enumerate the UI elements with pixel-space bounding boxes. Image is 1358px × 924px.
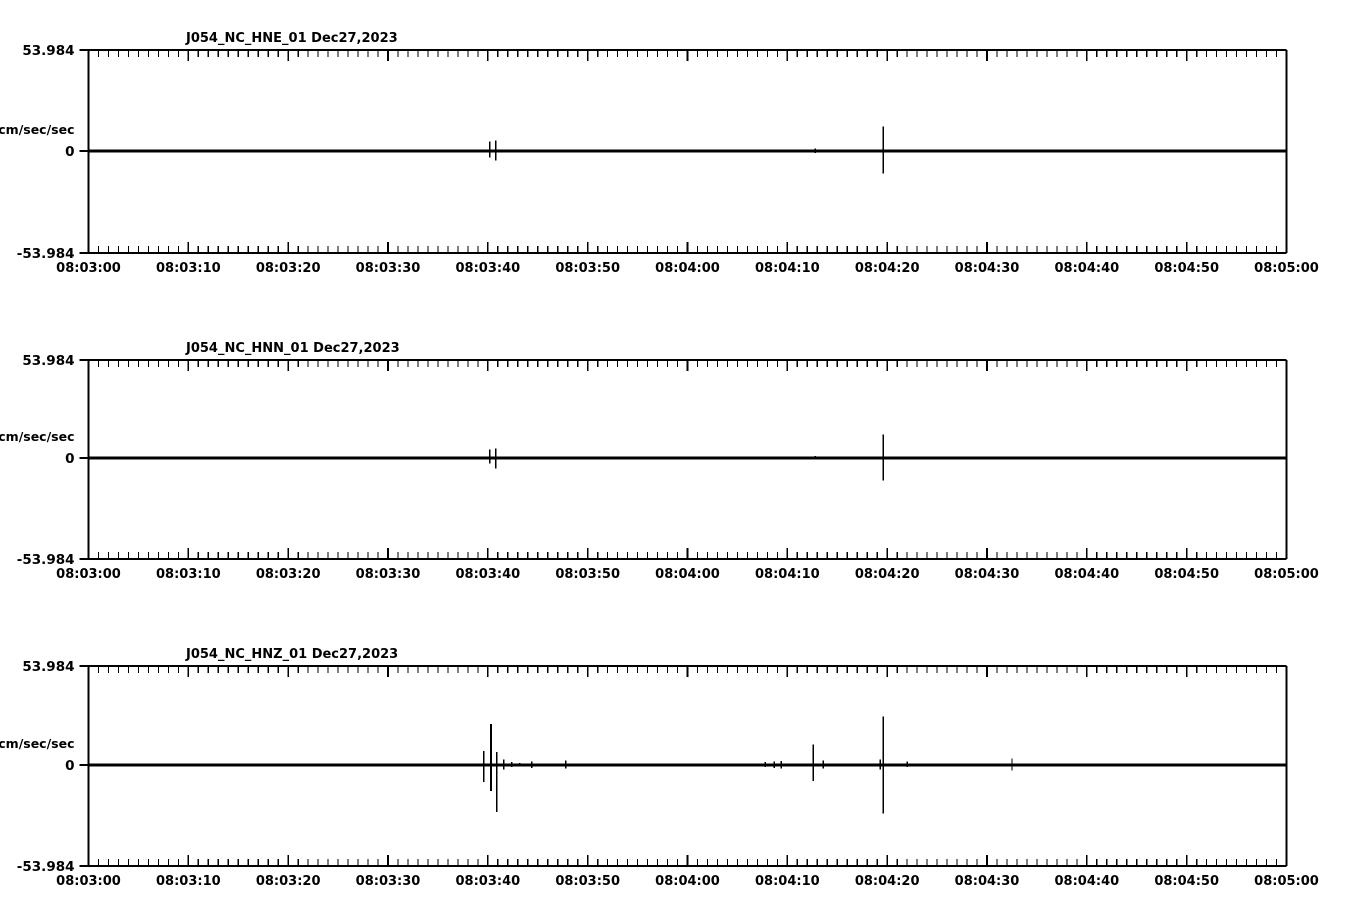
x-axis-tick-label: 08:03:20: [256, 261, 321, 276]
y-axis-ticks: [79, 49, 89, 254]
y-axis-max-label-hne: 53.984: [22, 43, 74, 59]
y-axis-zero-label-hne: 0: [65, 144, 74, 160]
x-axis-tick-label: 08:04:10: [755, 874, 820, 889]
x-axis-tick-label: 08:03:30: [356, 874, 421, 889]
x-axis-tick-label: 08:04:40: [1054, 567, 1119, 582]
x-axis-tick-label: 08:03:50: [555, 261, 620, 276]
x-axis-tick-label: 08:03:50: [555, 874, 620, 889]
y-axis-ticks: [79, 665, 89, 867]
x-axis-tick-label: 08:04:00: [655, 874, 720, 889]
y-axis-zero-label-hnz: 0: [65, 758, 74, 774]
x-axis-tick-label: 08:04:10: [755, 261, 820, 276]
x-axis-tick-label: 08:04:40: [1054, 874, 1119, 889]
x-axis-tick-label: 08:03:00: [56, 567, 121, 582]
x-axis-tick-label: 08:03:30: [356, 261, 421, 276]
waveform-hnz: [88, 716, 1287, 814]
plot-frame: [87, 359, 1288, 560]
x-axis-tick-label: 08:04:20: [855, 567, 920, 582]
trace-panel-hnz: J054_NC_HNZ_01 Dec27,2023 53.984 0 -53.984 c…: [0, 642, 1358, 891]
x-axis-tick-label: 08:03:20: [256, 567, 321, 582]
y-axis-zero-label-hnn: 0: [65, 451, 74, 467]
x-axis-tick-label: 08:04:50: [1154, 874, 1219, 889]
x-axis-tick-label: 08:03:50: [555, 567, 620, 582]
x-axis-minor-ticks: [97, 50, 1278, 253]
x-axis-tick-label: 08:04:30: [955, 261, 1020, 276]
x-axis-tick-label: 08:04:20: [855, 874, 920, 889]
trace-plot-hnn: J054_NC_HNN_01 Dec27,2023 53.984 0 -53.984 c…: [0, 341, 1319, 582]
x-axis-tick-label: 08:03:20: [256, 874, 321, 889]
x-axis-tick-label: 08:04:50: [1154, 261, 1219, 276]
x-axis-tick-label: 08:04:40: [1054, 261, 1119, 276]
waveform-hnn: [88, 434, 1287, 481]
x-axis-minor-ticks: [97, 360, 1278, 559]
x-axis-tick-label: 08:03:40: [455, 261, 520, 276]
waveform-hne: [88, 126, 1287, 174]
y-axis-min-label-hne: -53.984: [17, 246, 75, 262]
x-axis-tick-label: 08:03:30: [356, 567, 421, 582]
x-axis-tick-label: 08:03:40: [455, 874, 520, 889]
trace-plot-hne: J054_NC_HNE_01 Dec27,2023 53.984 0 -53.984 c…: [0, 31, 1319, 276]
y-axis-units-label-hnn: cm/sec/sec: [0, 429, 75, 444]
y-axis-units-label-hnz: cm/sec/sec: [0, 736, 75, 751]
y-axis-max-label-hnn: 53.984: [22, 353, 74, 369]
x-axis-tick-label: 08:04:30: [955, 874, 1020, 889]
x-axis-tick-label: 08:05:00: [1254, 567, 1319, 582]
x-axis-tick-label: 08:04:10: [755, 567, 820, 582]
x-axis-tick-label: 08:04:30: [955, 567, 1020, 582]
trace-plot-hnz: J054_NC_HNZ_01 Dec27,2023 53.984 0 -53.984 c…: [0, 647, 1319, 889]
x-axis-major-ticks: [87, 666, 1288, 866]
x-axis-tick-label: 08:03:10: [156, 261, 221, 276]
y-axis-min-label-hnz: -53.984: [17, 859, 75, 875]
y-axis-min-label-hnn: -53.984: [17, 552, 75, 568]
x-axis-tick-label: 08:04:50: [1154, 567, 1219, 582]
x-axis-tick-label: 08:03:00: [56, 261, 121, 276]
x-axis-tick-label: 08:03:40: [455, 567, 520, 582]
trace-title-hnz: J054_NC_HNZ_01 Dec27,2023: [185, 647, 398, 662]
x-axis-tick-label: 08:05:00: [1254, 874, 1319, 889]
x-axis-tick-label: 08:04:00: [655, 261, 720, 276]
x-axis-major-ticks: [87, 50, 1288, 253]
y-axis-ticks: [79, 359, 89, 560]
trace-panel-hne: J054_NC_HNE_01 Dec27,2023 53.984 0 -53.984 c…: [0, 26, 1358, 278]
x-axis-major-ticks: [87, 360, 1288, 559]
x-axis-minor-ticks: [97, 666, 1278, 866]
x-axis-tick-label: 08:05:00: [1254, 261, 1319, 276]
trace-title-hnn: J054_NC_HNN_01 Dec27,2023: [185, 341, 400, 356]
x-axis-tick-label: 08:03:10: [156, 567, 221, 582]
y-axis-max-label-hnz: 53.984: [22, 659, 74, 675]
x-axis-tick-label: 08:04:20: [855, 261, 920, 276]
trace-panel-hnn: J054_NC_HNN_01 Dec27,2023 53.984 0 -53.984 c…: [0, 336, 1358, 584]
x-axis-tick-label: 08:03:00: [56, 874, 121, 889]
trace-title-hne: J054_NC_HNE_01 Dec27,2023: [185, 31, 398, 46]
x-axis-tick-label: 08:04:00: [655, 567, 720, 582]
x-axis-tick-label: 08:03:10: [156, 874, 221, 889]
y-axis-units-label-hne: cm/sec/sec: [0, 122, 75, 137]
